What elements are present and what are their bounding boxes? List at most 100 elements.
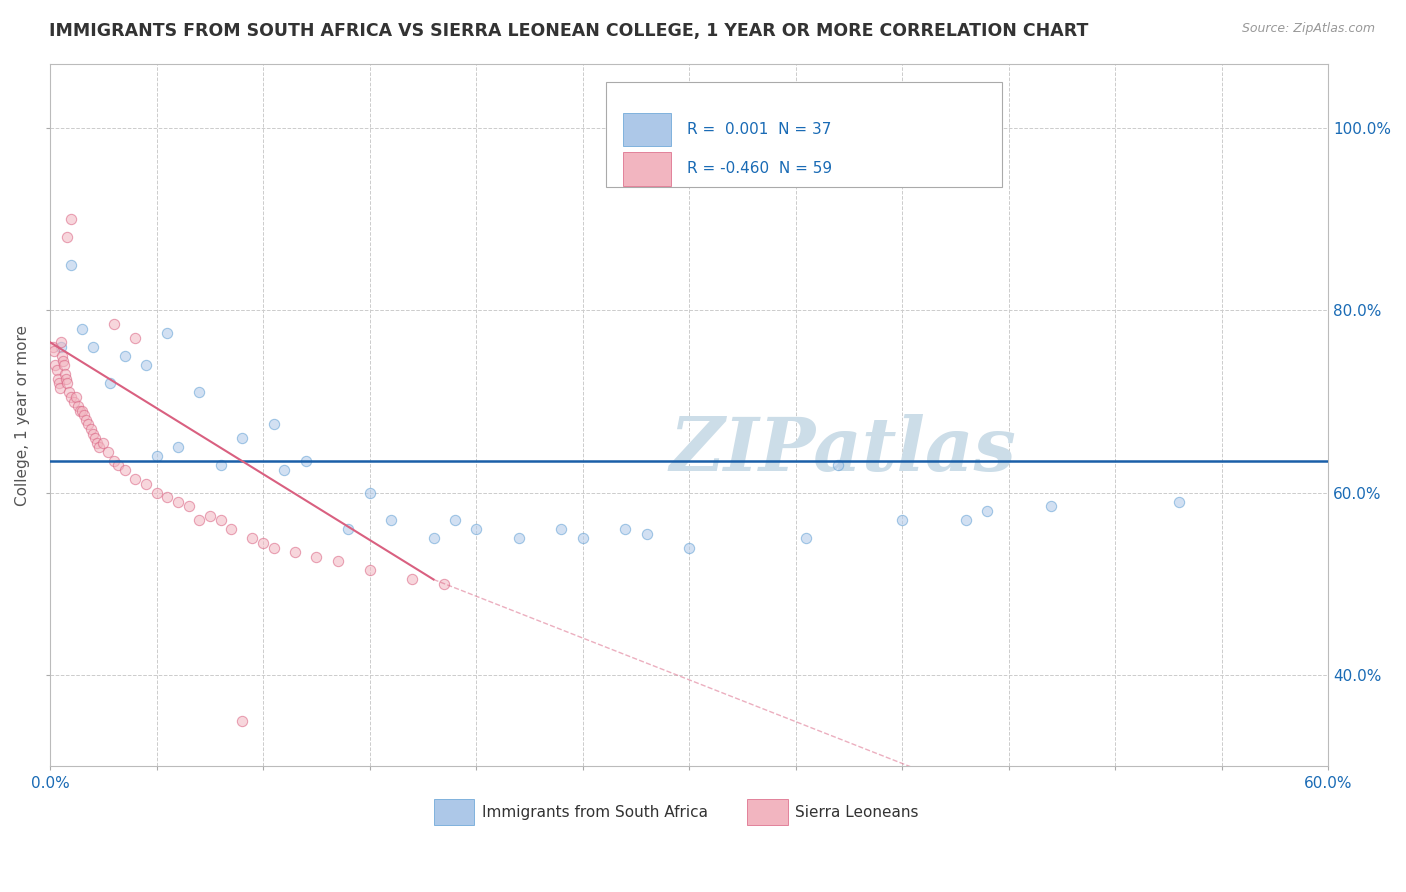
Point <box>49 340 72 354</box>
Point <box>422 532 444 546</box>
Point <box>209 458 232 473</box>
Point <box>401 573 423 587</box>
Point <box>70 321 93 335</box>
Point <box>48 381 70 395</box>
Point <box>103 454 125 468</box>
Text: R =  0.001  N = 37: R = 0.001 N = 37 <box>686 122 831 136</box>
Point <box>636 526 658 541</box>
Point <box>49 335 72 350</box>
Point <box>86 435 108 450</box>
Point <box>97 444 120 458</box>
Point <box>231 714 253 728</box>
Point <box>231 431 253 445</box>
Point <box>89 440 111 454</box>
Point <box>326 554 349 568</box>
Point <box>70 403 93 417</box>
Point <box>263 417 285 432</box>
Bar <box>433 799 474 825</box>
Point <box>44 344 66 359</box>
Point <box>167 440 190 454</box>
Point <box>82 426 104 441</box>
Point <box>955 513 977 527</box>
Point <box>198 508 221 523</box>
Point <box>359 563 381 577</box>
Point <box>433 577 456 591</box>
Point <box>103 317 125 331</box>
Point <box>73 409 96 423</box>
Point <box>45 362 67 376</box>
Point <box>720 135 742 149</box>
Point <box>145 485 167 500</box>
Point <box>219 522 242 536</box>
Point <box>62 394 84 409</box>
Point <box>1040 500 1063 514</box>
Point <box>51 349 73 363</box>
Point <box>443 513 465 527</box>
Text: Immigrants from South Africa: Immigrants from South Africa <box>482 805 709 820</box>
Point <box>56 376 79 391</box>
Point <box>53 358 76 372</box>
Point <box>614 522 637 536</box>
Bar <box>623 152 671 186</box>
Point <box>294 454 316 468</box>
Point <box>58 385 80 400</box>
Point <box>145 450 167 464</box>
Point <box>114 463 136 477</box>
Bar <box>623 112 671 146</box>
Point <box>209 513 232 527</box>
Text: Sierra Leoneans: Sierra Leoneans <box>796 805 918 820</box>
Point <box>82 340 104 354</box>
Point <box>891 513 914 527</box>
Point <box>1168 495 1191 509</box>
Point <box>93 435 115 450</box>
Point <box>98 376 121 391</box>
Point <box>188 513 211 527</box>
Point <box>77 417 100 432</box>
Point <box>65 390 87 404</box>
Text: Source: ZipAtlas.com: Source: ZipAtlas.com <box>1241 22 1375 36</box>
Point <box>794 532 817 546</box>
Point <box>263 541 285 555</box>
Point <box>69 403 91 417</box>
Point <box>465 522 488 536</box>
Point <box>305 549 328 564</box>
Point <box>242 532 264 546</box>
Point <box>124 331 146 345</box>
Point <box>79 422 101 436</box>
Point <box>252 536 274 550</box>
Point <box>107 458 129 473</box>
Point <box>337 522 360 536</box>
Bar <box>747 799 787 825</box>
Text: IMMIGRANTS FROM SOUTH AFRICA VS SIERRA LEONEAN COLLEGE, 1 YEAR OR MORE CORRELATI: IMMIGRANTS FROM SOUTH AFRICA VS SIERRA L… <box>49 22 1088 40</box>
Point <box>380 513 402 527</box>
Point <box>135 476 157 491</box>
Point <box>167 495 190 509</box>
Point <box>359 485 381 500</box>
Point <box>42 340 65 354</box>
Point <box>66 399 89 413</box>
Point <box>763 130 786 145</box>
Point <box>46 372 69 386</box>
FancyBboxPatch shape <box>606 82 1002 187</box>
Point <box>976 504 998 518</box>
Point <box>44 358 66 372</box>
Point <box>60 212 83 227</box>
Point <box>83 431 105 445</box>
Point <box>188 385 211 400</box>
Point <box>60 258 83 272</box>
Point <box>135 358 157 372</box>
Point <box>273 463 295 477</box>
Point <box>508 532 530 546</box>
Point <box>177 500 200 514</box>
Text: ZIPatlas: ZIPatlas <box>669 414 1017 487</box>
Point <box>284 545 307 559</box>
Point <box>827 458 849 473</box>
Point <box>53 368 76 382</box>
Point <box>55 372 77 386</box>
Point <box>124 472 146 486</box>
Point <box>156 326 179 341</box>
Point <box>56 230 79 244</box>
Point <box>156 491 179 505</box>
Point <box>75 413 97 427</box>
Point <box>678 541 700 555</box>
